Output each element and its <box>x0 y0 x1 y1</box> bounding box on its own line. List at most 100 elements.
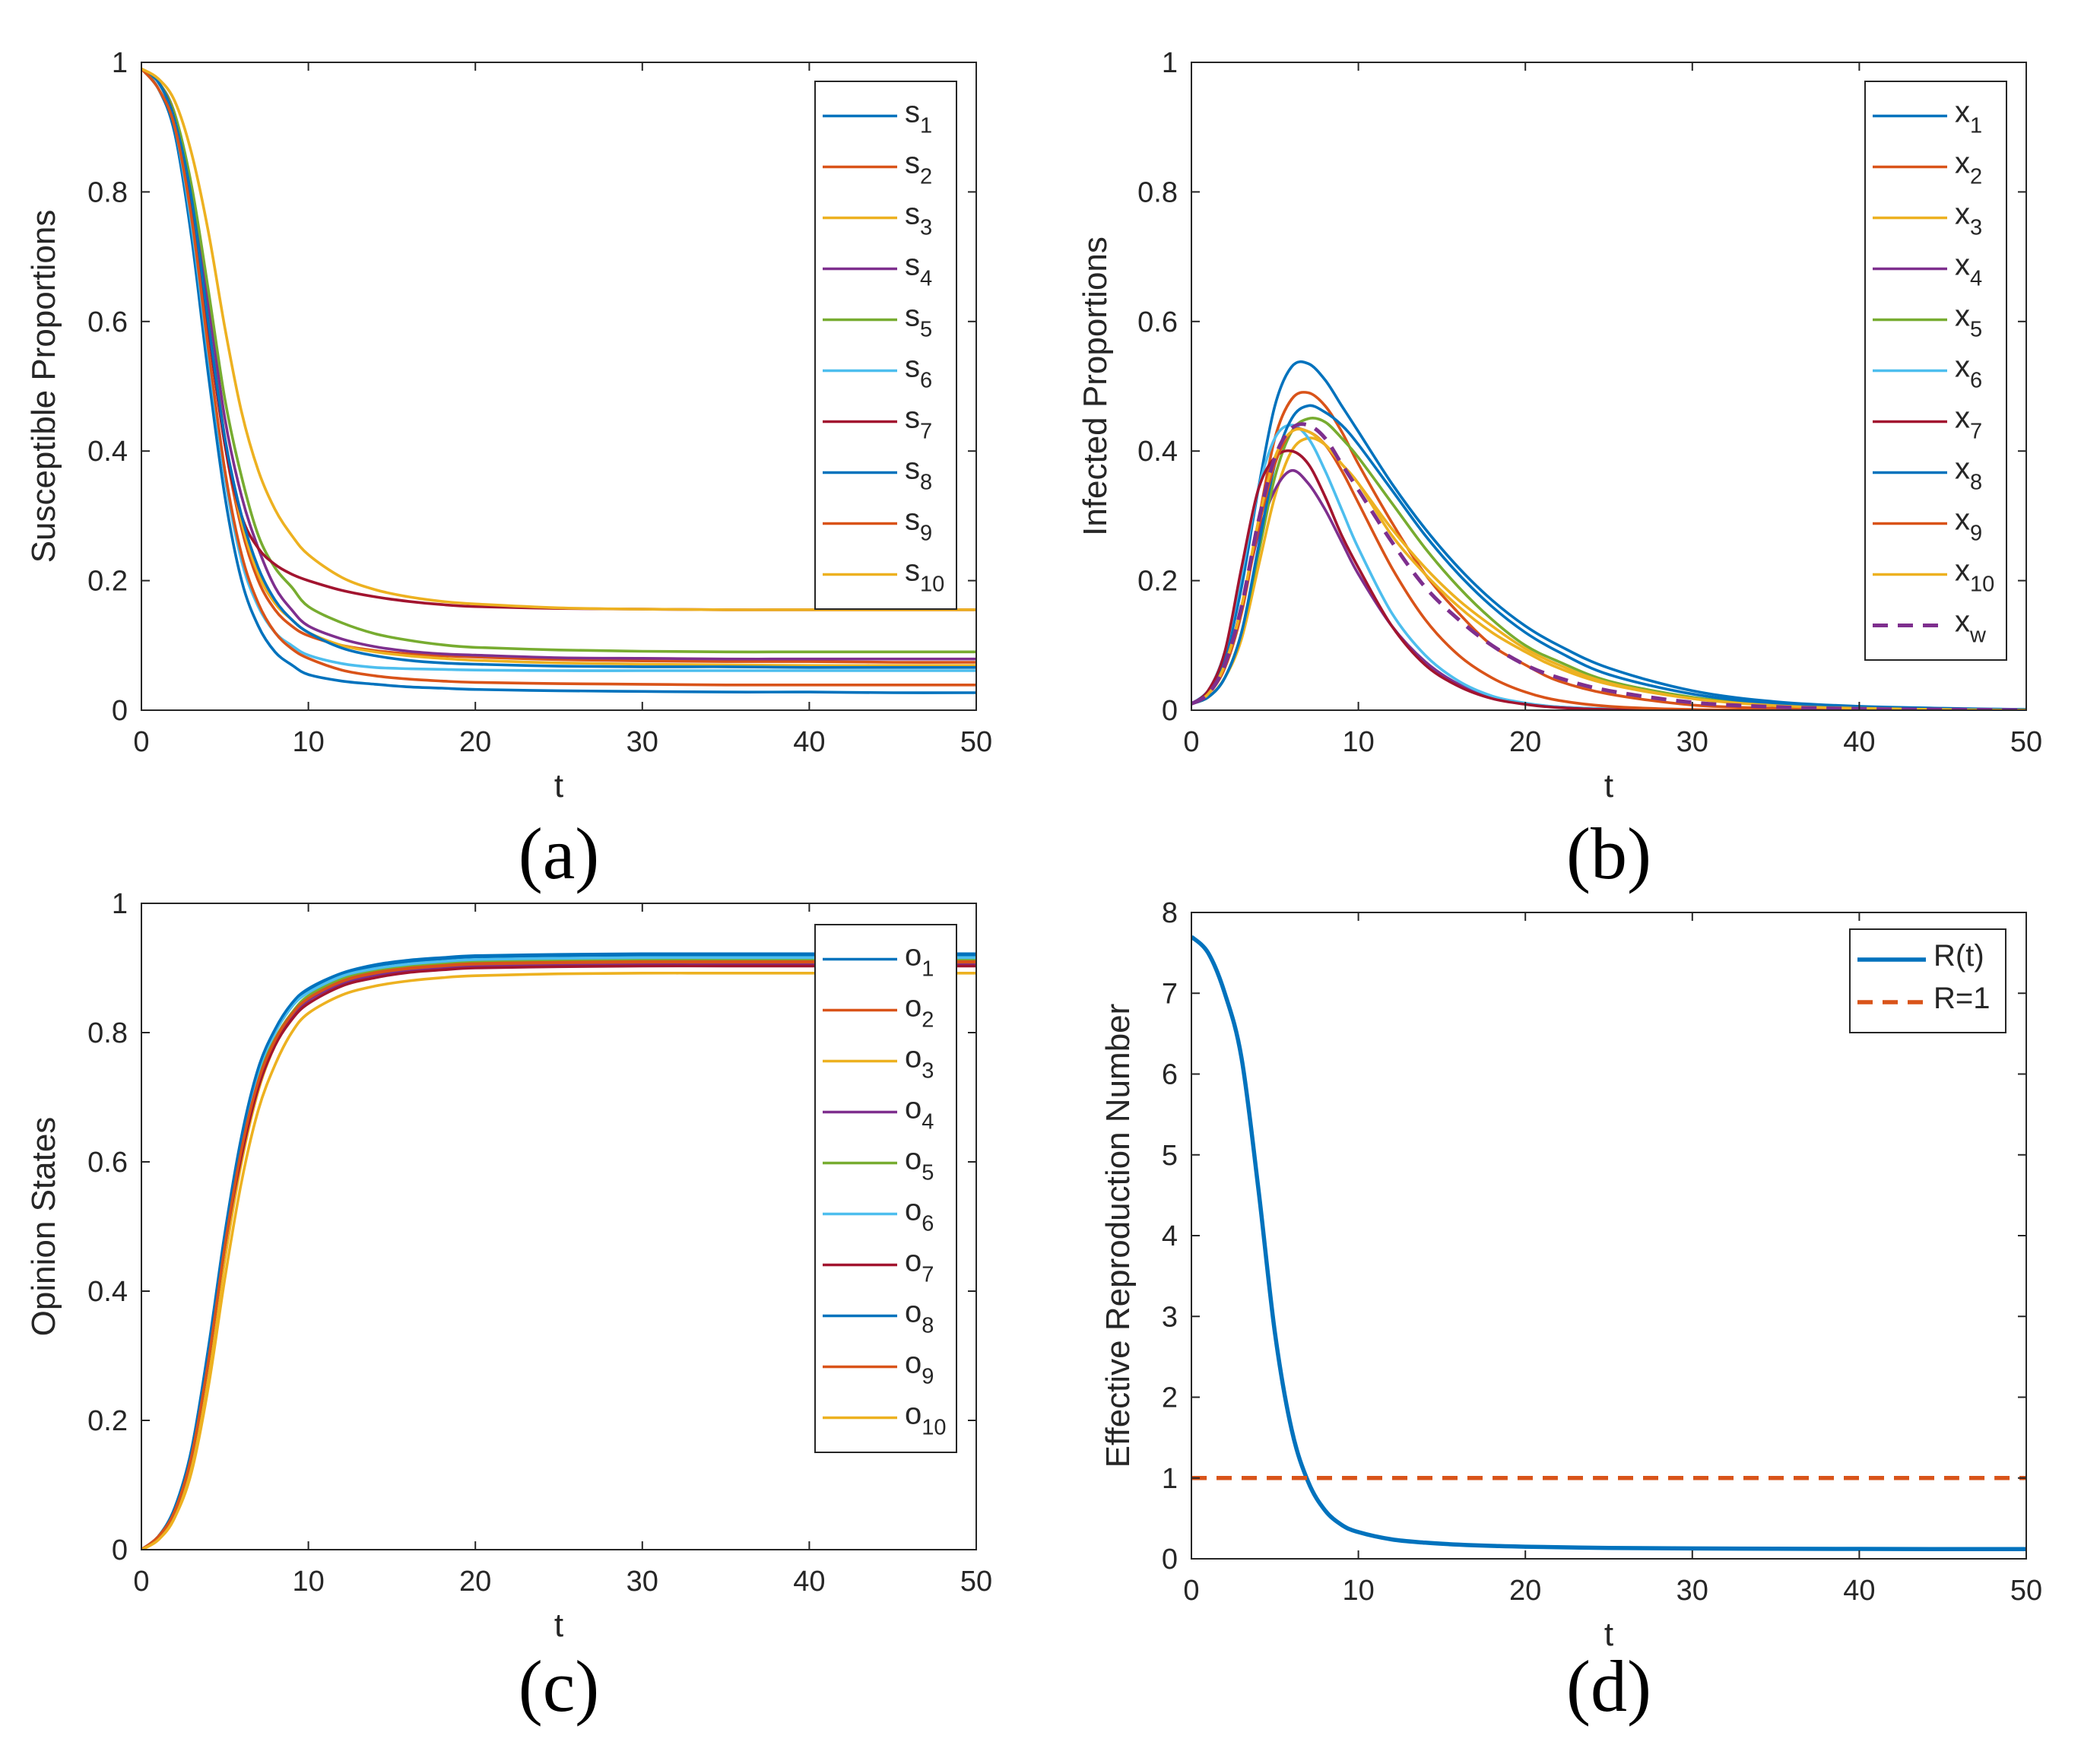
legend-label: o8 <box>905 1296 934 1338</box>
legend-label-main: s <box>905 147 920 180</box>
series-line-a-s9 <box>141 68 976 687</box>
legend-label: o2 <box>905 990 934 1033</box>
legend-box <box>814 924 957 1453</box>
legend-label-main: x <box>1955 198 1970 231</box>
x-tick-label: 10 <box>1342 726 1374 758</box>
legend-box <box>1849 928 2006 1033</box>
y-tick-label: 6 <box>1162 1059 1178 1091</box>
series-line-a-s8 <box>141 67 976 669</box>
x-axis-label: t <box>554 1607 563 1644</box>
legend-label: o5 <box>905 1143 934 1185</box>
legend-label-subscript: 9 <box>920 522 932 546</box>
legend-label-main: x <box>1955 147 1970 180</box>
legend-label: x10 <box>1955 554 1994 597</box>
legend-label-main: x <box>1955 96 1970 129</box>
y-tick-label: 0 <box>1162 1544 1178 1576</box>
y-tick-label: 8 <box>1162 897 1178 929</box>
y-tick-label: 4 <box>1162 1220 1178 1252</box>
series-line-c-o8 <box>141 952 976 1550</box>
x-tick-label: 20 <box>459 1566 491 1598</box>
legend-label-subscript: 10 <box>922 1416 946 1440</box>
legend-label-subscript: 6 <box>920 369 932 393</box>
y-tick-label: 1 <box>1162 47 1178 79</box>
legend-label-main: o <box>905 1194 922 1227</box>
legend-label-subscript: 9 <box>1970 522 1982 546</box>
series-line-a-s5 <box>141 68 976 654</box>
legend-label: o3 <box>905 1041 934 1084</box>
legend-label-subscript: 1 <box>922 957 934 982</box>
legend-label-subscript: 5 <box>920 318 932 342</box>
legend-label-subscript: 4 <box>920 267 932 291</box>
x-tick-label: 0 <box>133 726 149 758</box>
y-tick-label: 3 <box>1162 1301 1178 1333</box>
x-tick-label: 40 <box>793 726 825 758</box>
legend-label: s4 <box>905 249 932 291</box>
y-tick-label: 7 <box>1162 978 1178 1010</box>
legend-label: o10 <box>905 1398 947 1440</box>
axes-box <box>141 903 977 1550</box>
chart-panel-b: 0 10 20 30 40 50 0 0.2 0.4 0.6 0.8 1 t Infected Propo… <box>1077 47 2042 894</box>
legend-label: R=1 <box>1933 982 1991 1015</box>
series-line-d-R(t) <box>1191 935 2026 1552</box>
legend-label-subscript: 8 <box>920 471 932 495</box>
legend-label-subscript: 3 <box>920 216 932 240</box>
legend-label: x5 <box>1955 300 1982 342</box>
chart-panel-d: 0 10 20 30 40 50 0 1 2 3 4 5 6 7 8 t Effective Reproduct… <box>1099 897 2042 1727</box>
legend-label-subscript: 2 <box>1970 165 1982 189</box>
x-tick-label: 50 <box>960 1566 992 1598</box>
legend-label: x6 <box>1955 351 1982 393</box>
y-tick-label: 1 <box>1162 1463 1178 1495</box>
legend-label-main: o <box>905 1347 922 1380</box>
x-tick-label: 0 <box>133 1566 149 1598</box>
legend-label-subscript: 6 <box>1970 369 1982 393</box>
legend-label: o7 <box>905 1245 934 1287</box>
legend-label: s9 <box>905 503 932 546</box>
legend-label: s10 <box>905 554 944 597</box>
legend-label-main: o <box>905 939 922 973</box>
legend-label: o9 <box>905 1347 934 1389</box>
legend-label-main: x <box>1955 351 1970 384</box>
legend-label: x7 <box>1955 401 1982 444</box>
legend-label-subscript: 3 <box>922 1059 934 1084</box>
legend-label-main: s <box>905 401 920 435</box>
legend-label-subscript: w <box>1969 624 1987 648</box>
legend-label: s2 <box>905 147 932 189</box>
legend-label-subscript: 7 <box>1970 420 1982 444</box>
series-line-a-s10 <box>141 67 976 611</box>
x-tick-label: 0 <box>1183 726 1199 758</box>
legend-label-main: o <box>905 1398 922 1431</box>
x-axis-label: t <box>1604 767 1613 804</box>
panel-label: (a) <box>519 813 600 894</box>
legend-label: s5 <box>905 300 932 342</box>
y-tick-label: 0.4 <box>87 436 128 468</box>
x-tick-label: 20 <box>1509 1575 1541 1607</box>
legend-label-subscript: 5 <box>922 1161 934 1185</box>
x-tick-label: 30 <box>627 1566 658 1598</box>
legend-label-main: s <box>905 198 920 231</box>
legend-label-main: x <box>1955 503 1970 537</box>
legend-label: s7 <box>905 401 932 444</box>
legend-label: s3 <box>905 198 932 240</box>
y-tick-label: 0.6 <box>87 1147 128 1179</box>
legend-label-subscript: 5 <box>1970 318 1982 342</box>
y-axis-label: Infected Proportions <box>1077 236 1114 536</box>
legend-label-subscript: 9 <box>922 1365 934 1389</box>
x-tick-label: 50 <box>960 726 992 758</box>
x-axis-label: t <box>1604 1616 1613 1653</box>
y-axis-label: Susceptible Proportions <box>25 210 62 563</box>
legend-label: x8 <box>1955 452 1982 495</box>
series-line-c-o9 <box>141 960 976 1550</box>
y-tick-label: 0.4 <box>87 1276 128 1308</box>
x-tick-label: 30 <box>1677 726 1708 758</box>
legend-label: x3 <box>1955 198 1982 240</box>
legend-label-main: x <box>1955 605 1970 639</box>
series-line-a-s4 <box>141 68 976 661</box>
y-tick-label: 0 <box>112 695 128 727</box>
y-tick-label: 0.2 <box>1137 566 1178 598</box>
legend: R(t) R=1 <box>1849 928 2006 1033</box>
legend-label-main: o <box>905 1041 922 1074</box>
legend-label: s8 <box>905 452 932 495</box>
legend-label-main: s <box>905 351 920 384</box>
